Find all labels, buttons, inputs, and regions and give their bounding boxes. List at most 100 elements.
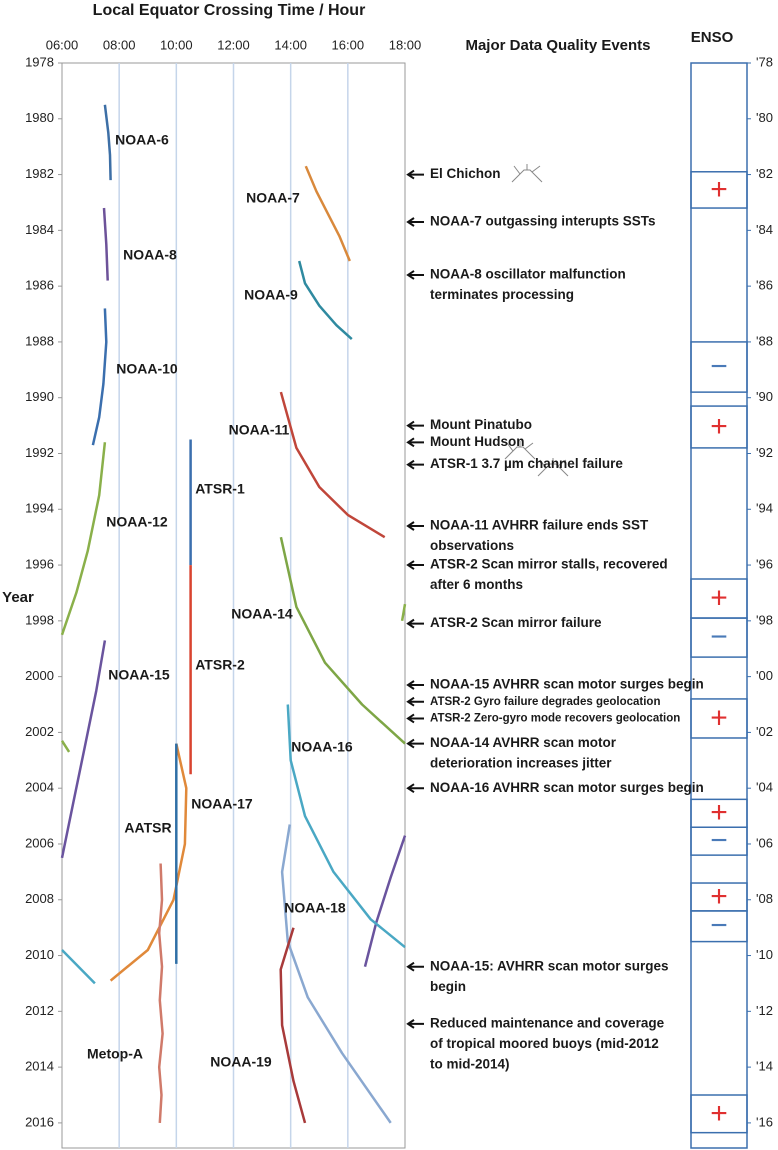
event-arrow — [406, 521, 424, 531]
x-tick-label: 14:00 — [274, 37, 307, 52]
enso-box — [690, 910, 748, 943]
volcano-icon — [537, 458, 569, 477]
event-arrow — [406, 437, 424, 448]
series-label: NOAA-12 — [106, 514, 168, 530]
event-label: ATSR-1 3.7 µm channel failure — [430, 456, 623, 471]
y-tick-label: 1984 — [25, 222, 54, 237]
enso-sign: − — [710, 350, 728, 383]
series-line — [109, 743, 188, 982]
enso-box — [690, 171, 748, 209]
event-arrow — [406, 738, 424, 749]
enso-sign: − — [710, 620, 728, 653]
enso-box — [690, 405, 748, 449]
y-tick-label: 2016 — [25, 1114, 54, 1129]
enso-sign: − — [710, 909, 728, 942]
y-tick-label: 1982 — [25, 166, 54, 181]
series-label: ATSR-2 — [195, 657, 245, 673]
y2-tick-label: '16 — [756, 1114, 773, 1129]
event-arrow — [406, 459, 424, 470]
event-arrow — [406, 696, 424, 707]
y2-tick-label: '86 — [756, 278, 773, 293]
series-label: NOAA-6 — [115, 132, 169, 148]
event-label: ATSR-2 Scan mirror stalls, recovered — [430, 557, 668, 572]
events-title: Major Data Quality Events — [465, 37, 650, 54]
y2-tick-label: '96 — [756, 556, 773, 571]
enso-sign: + — [710, 701, 728, 734]
series-label: NOAA-8 — [123, 247, 177, 263]
y-tick-label: 1990 — [25, 389, 54, 404]
series-label: NOAA-19 — [210, 1054, 272, 1070]
series-label: NOAA-17 — [191, 796, 253, 812]
event-arrow — [406, 783, 424, 794]
series-label: NOAA-18 — [284, 900, 346, 916]
series-line — [279, 927, 307, 1124]
event-arrow — [406, 961, 424, 972]
event-label: ATSR-2 Gyro failure degrades geolocation — [430, 696, 660, 708]
y2-tick-label: '10 — [756, 947, 773, 962]
y-tick-label: 1988 — [25, 333, 54, 348]
volcano-icon — [504, 441, 536, 460]
y-tick-label: 1980 — [25, 110, 54, 125]
series-line — [60, 442, 407, 753]
enso-box — [690, 826, 748, 856]
event-label: NOAA-11 AVHRR failure ends SST — [430, 518, 649, 533]
y-tick-label: 2014 — [25, 1059, 54, 1074]
y2-tick-label: '08 — [756, 891, 773, 906]
y2-tick-label: '12 — [756, 1003, 773, 1018]
y2-tick-label: '92 — [756, 445, 773, 460]
y-tick-label: 1992 — [25, 445, 54, 460]
y-tick-label: 1998 — [25, 612, 54, 627]
event-label: Mount Hudson — [430, 434, 524, 449]
series-line — [297, 260, 353, 341]
series-line — [91, 308, 108, 446]
series-label: NOAA-10 — [116, 361, 178, 377]
y-tick-label: 1996 — [25, 556, 54, 571]
y-tick-label: 1994 — [25, 501, 54, 516]
y-tick-label: 1978 — [25, 54, 54, 69]
series-line — [304, 165, 351, 262]
event-arrow — [406, 169, 424, 180]
event-label: of tropical moored buoys (mid-2012 — [430, 1036, 659, 1051]
y2-tick-label: '06 — [756, 835, 773, 850]
event-label: begin — [430, 979, 466, 994]
event-label: Mount Pinatubo — [430, 417, 532, 432]
volcano-icons — [504, 164, 569, 477]
enso-box — [690, 617, 748, 658]
event-label: NOAA-8 oscillator malfunction — [430, 267, 626, 282]
series-line — [60, 640, 407, 968]
enso-sign: + — [710, 581, 728, 614]
event-arrow — [406, 560, 424, 570]
enso-sign: − — [710, 824, 728, 857]
event-label: NOAA-15 AVHRR scan motor surges begin — [430, 677, 704, 692]
enso-box — [690, 1094, 748, 1134]
y2-tick-label: '02 — [756, 724, 773, 739]
event-arrow — [406, 270, 424, 280]
y-tick-label: 2004 — [25, 780, 54, 795]
y-tick-label: 2000 — [25, 668, 54, 683]
y2-tick-label: '90 — [756, 389, 773, 404]
series-label: ATSR-1 — [195, 481, 245, 497]
y-axis-label: Year — [2, 589, 34, 606]
enso-box — [690, 698, 748, 739]
event-label: NOAA-7 outgassing interupts SSTs — [430, 214, 656, 229]
event-label: deterioration increases jitter — [430, 756, 612, 771]
series-label: NOAA-9 — [244, 287, 298, 303]
y2-tick-label: '84 — [756, 222, 773, 237]
event-label: El Chichon — [430, 166, 501, 181]
volcano-icon — [511, 164, 543, 183]
enso-sign: + — [710, 1097, 728, 1130]
y2-tick-label: '00 — [756, 668, 773, 683]
x-tick-label: 10:00 — [160, 37, 193, 52]
y-tick-label: 1986 — [25, 278, 54, 293]
enso-box — [690, 341, 748, 393]
enso-title: ENSO — [691, 29, 734, 46]
y2-tick-label: '88 — [756, 333, 773, 348]
series-line — [280, 824, 392, 1124]
y2-tick-label: '94 — [756, 501, 773, 516]
series-line — [61, 704, 406, 985]
event-label: ATSR-2 Scan mirror failure — [430, 615, 602, 630]
enso-sign: + — [710, 173, 728, 206]
series-label: NOAA-16 — [291, 739, 353, 755]
series-label: Metop-A — [87, 1046, 143, 1062]
